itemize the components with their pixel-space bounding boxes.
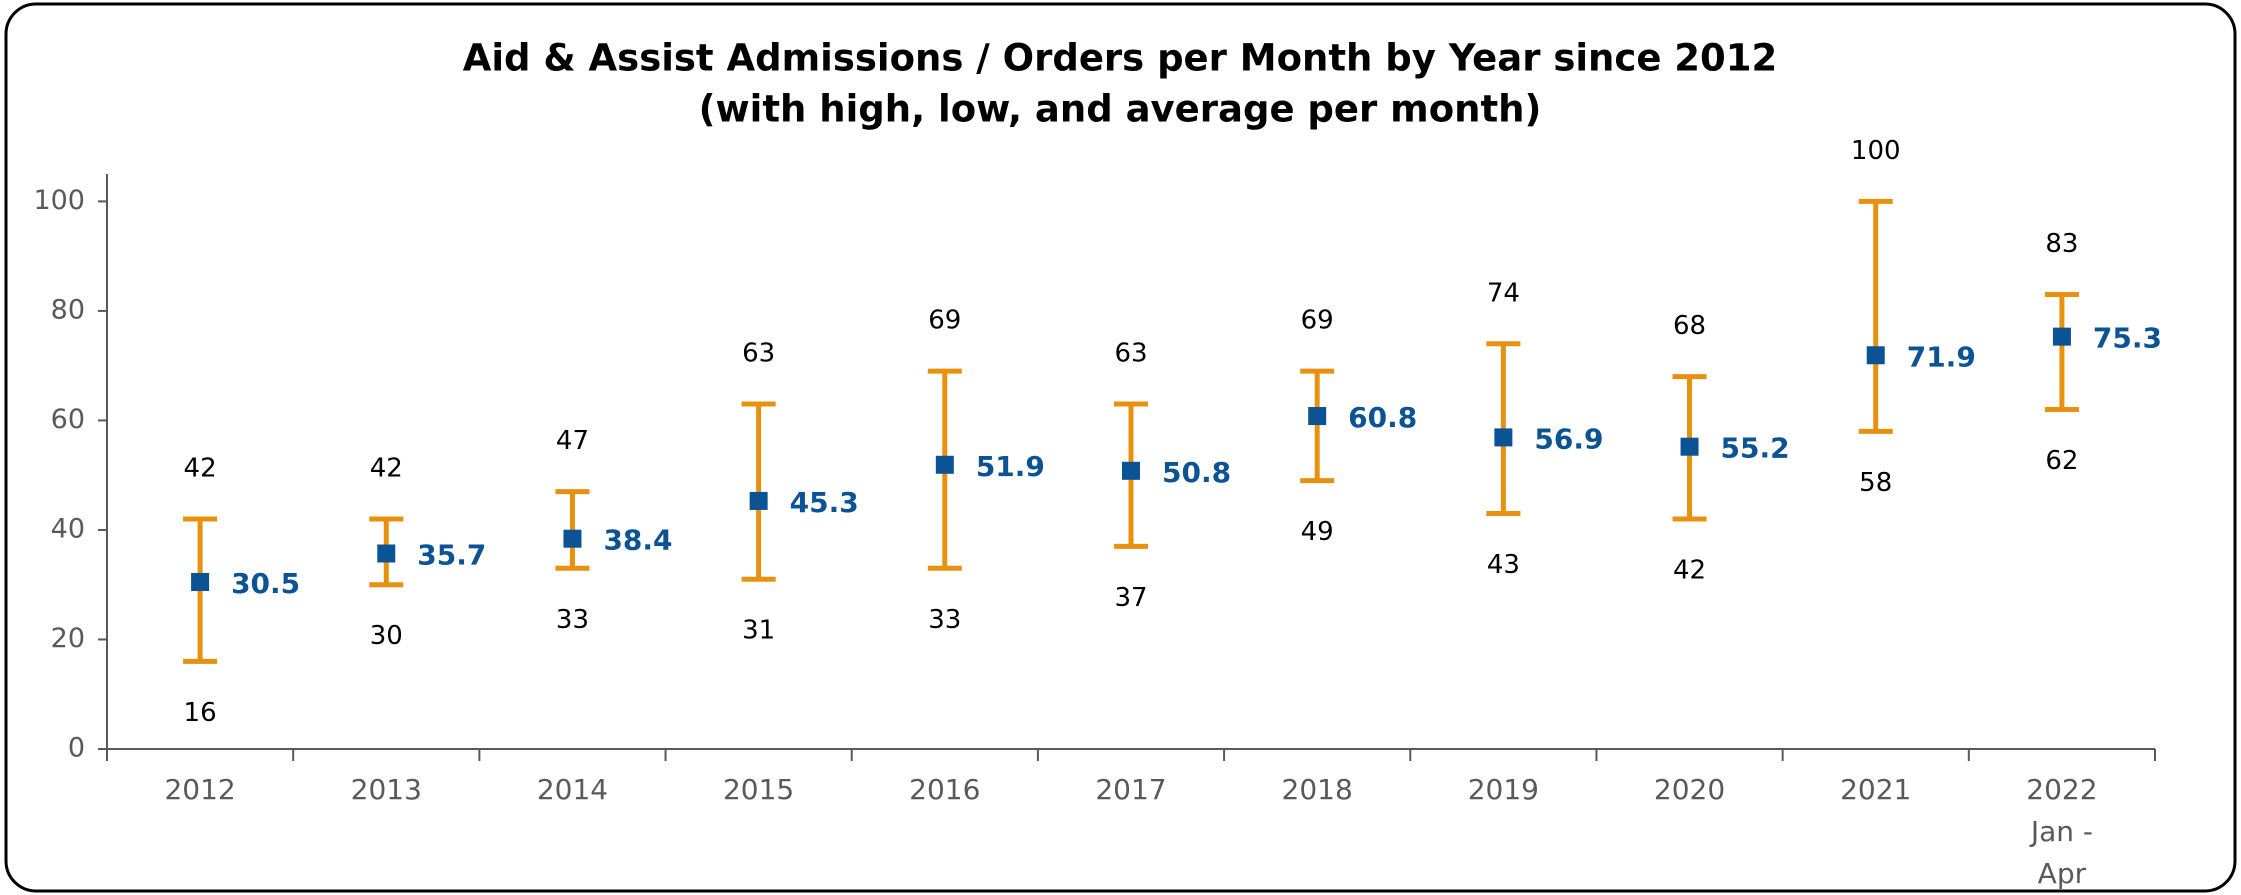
y-tick-label: 40: [51, 513, 85, 544]
low-label: 37: [1114, 583, 1147, 613]
high-label: 68: [1673, 311, 1706, 341]
average-marker: [1866, 346, 1885, 365]
average-label: 75.3: [2093, 322, 2162, 355]
average-label: 60.8: [1348, 401, 1417, 434]
low-label: 30: [370, 621, 403, 651]
average-label: 30.5: [231, 567, 300, 600]
high-label: 74: [1487, 278, 1520, 308]
low-label: 43: [1487, 550, 1520, 580]
x-tick-label: 2018: [1281, 773, 1353, 806]
average-label: 38.4: [603, 524, 672, 557]
x-tick-label: 2021: [1840, 773, 1912, 806]
chart-title: Aid & Assist Admissions / Orders per Mon…: [463, 37, 1778, 80]
chart-border: [4, 2, 2237, 893]
average-marker: [563, 529, 582, 548]
low-label: 33: [928, 605, 961, 635]
high-label: 100: [1851, 136, 1901, 166]
average-marker: [377, 544, 396, 563]
high-label: 69: [1301, 306, 1334, 336]
x-tick-label: 2017: [1095, 773, 1167, 806]
x-tick-label: 2014: [536, 773, 609, 806]
low-label: 62: [2045, 446, 2078, 476]
average-marker: [749, 491, 768, 510]
average-label: 51.9: [976, 450, 1045, 483]
low-label: 49: [1301, 517, 1334, 547]
average-label: 56.9: [1534, 422, 1603, 455]
high-label: 63: [742, 339, 775, 369]
average-label: 55.2: [1721, 432, 1790, 465]
x-tick-label: 2016: [909, 773, 981, 806]
x-tick-label: 2012: [164, 773, 236, 806]
high-label: 63: [1114, 339, 1147, 369]
y-tick-label: 0: [68, 733, 85, 764]
low-label: 31: [742, 616, 775, 646]
average-marker: [191, 572, 210, 591]
x-tick-label: 2013: [350, 773, 422, 806]
average-marker: [1308, 407, 1327, 426]
average-label: 35.7: [417, 539, 486, 572]
high-label: 47: [556, 426, 589, 456]
high-label: 42: [184, 454, 217, 484]
y-tick-label: 100: [33, 185, 85, 216]
high-label: 42: [370, 454, 403, 484]
average-label: 71.9: [1907, 340, 1976, 373]
y-tick-label: 20: [51, 623, 85, 654]
average-label: 45.3: [790, 486, 859, 519]
average-marker: [1680, 437, 1699, 456]
y-tick-label: 60: [51, 404, 85, 435]
low-label: 33: [556, 605, 589, 635]
low-label: 58: [1859, 468, 1892, 498]
high-label: 83: [2045, 229, 2078, 259]
x-tick-label: 2019: [1467, 773, 1539, 806]
average-marker: [935, 455, 954, 474]
x-tick-label: 2022 Jan - Apr: [2026, 773, 2098, 890]
average-marker: [1122, 461, 1140, 480]
low-label: 42: [1673, 556, 1706, 586]
y-tick-label: 80: [51, 294, 85, 325]
average-label: 50.8: [1162, 456, 1231, 489]
low-label: 16: [184, 698, 217, 728]
x-tick-label: 2020: [1653, 773, 1726, 806]
average-marker: [1494, 428, 1513, 447]
x-tick-label: 2015: [722, 773, 795, 806]
average-marker: [2052, 327, 2071, 346]
chart-subtitle: (with high, low, and average per month): [699, 88, 1542, 131]
high-label: 69: [928, 306, 961, 336]
